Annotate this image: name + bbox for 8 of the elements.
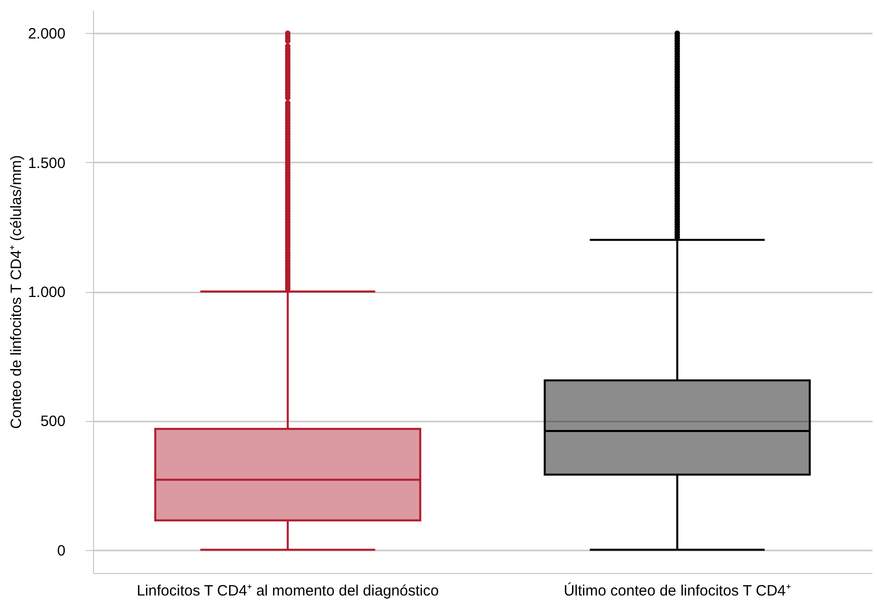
x-tick-label: Último conteo de linfocitos T CD4⁺ [564,582,791,600]
y-tick-label: 1.000 [28,284,66,301]
y-tick-label: 1.500 [28,154,66,172]
y-axis-title: Conteo de linfocitos T CD4⁺ (células/mm) [8,155,25,429]
y-tick-label: 0 [57,542,66,560]
y-tick-label: 2.000 [28,26,66,43]
x-tick-label: Linfocitos T CD4⁺ al momento del diagnóstico [136,582,439,600]
y-tick-label: 500 [40,413,66,430]
